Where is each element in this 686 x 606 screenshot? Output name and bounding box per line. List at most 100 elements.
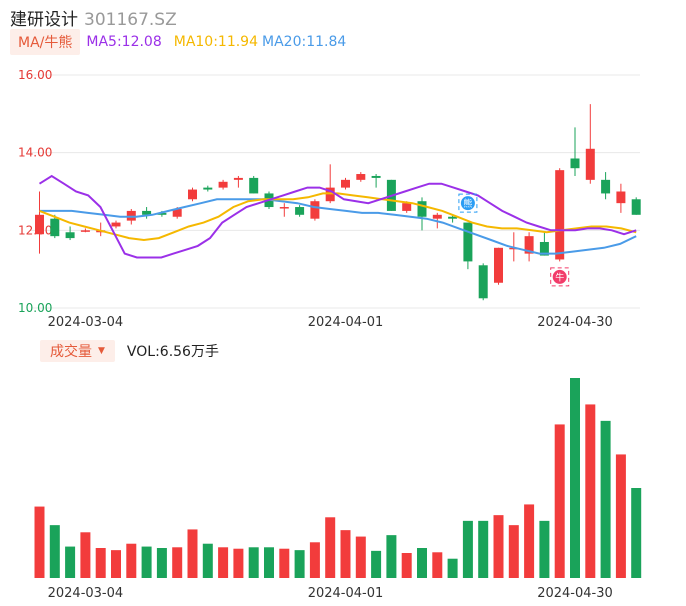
volume-bar bbox=[417, 548, 427, 578]
volume-indicator-dropdown[interactable]: 成交量 ▼ bbox=[40, 340, 115, 362]
volume-bar bbox=[493, 515, 504, 578]
candle-body bbox=[65, 232, 75, 239]
date-tick-label: 2024-04-01 bbox=[308, 315, 384, 330]
candle-body bbox=[356, 174, 366, 180]
volume-bar bbox=[218, 547, 229, 578]
ma10-line bbox=[39, 192, 637, 242]
volume-bar bbox=[325, 517, 336, 578]
candle-body bbox=[157, 212, 167, 215]
volume-bar bbox=[585, 404, 596, 578]
stock-title: 建研设计 301167.SZ bbox=[10, 5, 177, 30]
volume-bar bbox=[141, 546, 152, 578]
volume-bar bbox=[462, 520, 473, 578]
volume-bar bbox=[95, 548, 106, 578]
volume-bar bbox=[279, 548, 290, 578]
candle-body bbox=[432, 214, 442, 219]
signal-marker-icon bbox=[552, 269, 567, 284]
candle-body bbox=[509, 247, 519, 250]
dropdown-arrow-icon: ▼ bbox=[98, 346, 105, 356]
ma-toggle-button[interactable]: MA/牛熊 bbox=[10, 29, 81, 55]
ma5-line bbox=[38, 174, 637, 259]
volume-bar bbox=[309, 542, 320, 578]
candle-body bbox=[371, 175, 381, 178]
candle-body bbox=[494, 247, 503, 283]
signal-marker-frame bbox=[458, 193, 478, 213]
signal-marker-icon bbox=[460, 196, 475, 211]
volume-bar bbox=[355, 536, 366, 578]
volume-bar bbox=[432, 552, 443, 578]
candle-body bbox=[417, 201, 427, 217]
volume-bar bbox=[631, 488, 642, 578]
candle-body bbox=[218, 181, 228, 188]
candle-body bbox=[35, 214, 44, 235]
candle-body bbox=[172, 208, 182, 217]
date-tick-label: 2024-04-30 bbox=[537, 586, 613, 601]
candle-body bbox=[448, 216, 458, 219]
volume-bar bbox=[248, 547, 259, 578]
volume-bar bbox=[478, 520, 489, 578]
volume-bar bbox=[111, 550, 121, 578]
volume-bar bbox=[600, 420, 611, 578]
candle-body bbox=[539, 241, 549, 256]
candle-body bbox=[249, 177, 259, 194]
volume-bar bbox=[524, 504, 535, 578]
volume-bar bbox=[187, 529, 198, 578]
candle-body bbox=[80, 230, 90, 232]
candle-body bbox=[585, 148, 595, 180]
volume-bar bbox=[539, 520, 550, 578]
candle-body bbox=[555, 170, 565, 260]
price-tick-label: 10.00 bbox=[18, 301, 52, 315]
volume-indicator-label: 成交量 bbox=[50, 344, 92, 360]
volume-bar bbox=[386, 535, 397, 578]
candle-body bbox=[524, 236, 534, 254]
candle-body bbox=[478, 265, 488, 299]
candle-body bbox=[188, 189, 197, 200]
volume-legend: 成交量 ▼ VOL:6.56万手 bbox=[40, 340, 219, 362]
volume-bar bbox=[615, 454, 626, 578]
date-tick-label: 2024-03-04 bbox=[48, 586, 124, 601]
volume-bar bbox=[570, 378, 580, 578]
volume-bar bbox=[508, 525, 519, 578]
candle-body bbox=[601, 179, 611, 194]
volume-bar bbox=[80, 532, 91, 578]
ma10-value: MA10:11.94 bbox=[173, 34, 259, 50]
candle-body bbox=[203, 187, 213, 190]
candle-body bbox=[325, 187, 335, 202]
candle-body bbox=[631, 199, 641, 215]
signal-marker-label: 熊 bbox=[463, 198, 472, 210]
candle-body bbox=[402, 203, 412, 211]
volume-bar bbox=[202, 543, 213, 578]
volume-bar bbox=[554, 424, 565, 578]
stock-code: 301167.SZ bbox=[84, 10, 177, 30]
signal-marker-frame bbox=[550, 267, 570, 287]
candle-body bbox=[341, 179, 350, 188]
volume-bar bbox=[371, 550, 382, 578]
date-tick-label: 2024-03-04 bbox=[48, 315, 124, 330]
ma5-value: MA5:12.08 bbox=[86, 34, 162, 50]
candle-body bbox=[279, 207, 289, 209]
volume-value: VOL:6.56万手 bbox=[126, 344, 219, 360]
volume-bar bbox=[447, 558, 458, 578]
ma20-value: MA20:11.84 bbox=[262, 34, 347, 50]
candle-body bbox=[616, 191, 626, 204]
volume-bar bbox=[126, 543, 137, 578]
volume-bar bbox=[49, 525, 60, 578]
stock-name: 建研设计 bbox=[10, 10, 78, 30]
candle-body bbox=[142, 210, 152, 215]
candle-body bbox=[50, 218, 60, 237]
candle-body bbox=[310, 201, 320, 219]
candle-body bbox=[570, 158, 580, 169]
ma20-line bbox=[39, 198, 637, 255]
price-tick-label: 16.00 bbox=[18, 68, 52, 82]
candle-body bbox=[233, 177, 243, 180]
volume-bar bbox=[264, 547, 274, 578]
volume-bar bbox=[401, 553, 412, 578]
date-tick-label: 2024-04-30 bbox=[537, 315, 613, 330]
volume-bar bbox=[156, 548, 167, 578]
ma-legend: MA/牛熊 MA5:12.08 MA10:11.94 MA20:11.84 bbox=[10, 29, 350, 55]
price-tick-label: 14.00 bbox=[18, 146, 52, 160]
date-tick-label: 2024-04-01 bbox=[308, 586, 384, 601]
volume-bar bbox=[340, 530, 351, 578]
volume-bar bbox=[172, 547, 183, 578]
